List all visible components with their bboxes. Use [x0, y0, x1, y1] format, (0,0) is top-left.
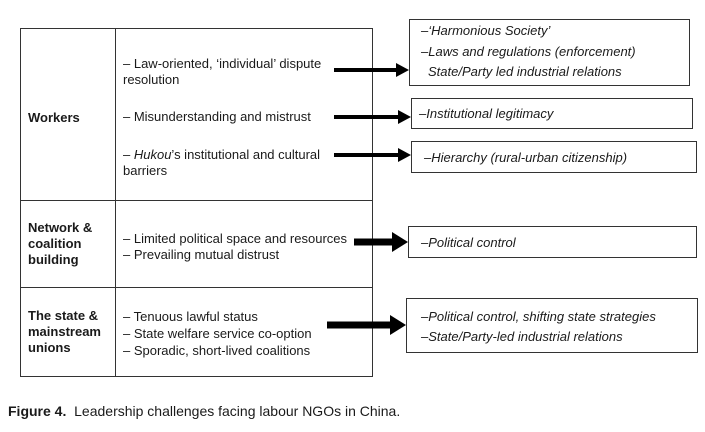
challenge-text: – Tenuous lawful status: [123, 309, 258, 324]
challenge-item: – Sporadic, short-lived coalitions: [123, 343, 310, 359]
arrow-4: [354, 232, 408, 252]
outcome-text: –State/Party-led industrial relations: [421, 329, 623, 344]
category-workers: Workers: [28, 110, 80, 126]
challenge-item: – Tenuous lawful status: [123, 309, 258, 325]
outcome-box-1: –‘Harmonious Society’ –Laws and regulati…: [409, 19, 690, 86]
category-label: building: [28, 252, 79, 267]
challenge-text-line: – Hukou’s institutional and cultural: [123, 147, 320, 163]
table-column-divider: [115, 28, 116, 377]
outcome-box-4: –Political control: [408, 226, 697, 258]
outcome-box-3: –Hierarchy (rural-urban citizenship): [411, 141, 697, 173]
challenge-text: – Sporadic, short-lived coalitions: [123, 343, 311, 358]
category-label: coalition: [28, 236, 82, 251]
challenge-item: – Prevailing mutual distrust: [123, 247, 279, 263]
challenge-text: – State welfare service co-option: [123, 326, 312, 341]
outcome-text: –Political control, shifting state strat…: [421, 309, 656, 324]
category-label: The state &: [28, 308, 99, 323]
category-network-coalition: Network & coalition building: [28, 220, 92, 268]
table-row-divider-2: [20, 287, 373, 288]
outcome-box-2: –Institutional legitimacy: [411, 98, 693, 129]
challenges-table: [20, 28, 373, 377]
outcome-text: –‘Harmonious Society’: [421, 23, 551, 38]
category-label: Workers: [28, 110, 80, 125]
outcome-text: –Political control: [421, 235, 516, 250]
challenge-text: – Prevailing mutual distrust: [123, 247, 280, 262]
challenge-text: – Limited political space and resources: [123, 231, 348, 246]
challenge-text: – Misunderstanding and mistrust: [123, 109, 311, 124]
challenge-text: barriers: [123, 163, 168, 178]
arrow-5: [327, 315, 406, 335]
challenge-item: – Hukou’s institutional and cultural bar…: [123, 147, 320, 179]
table-row-divider-1: [20, 200, 373, 201]
hukou-term: Hukou: [133, 147, 172, 162]
arrow-3: [334, 148, 411, 162]
category-label: Network &: [28, 220, 93, 235]
challenge-text: – Law-oriented, ‘individual’ dispute: [123, 56, 322, 71]
challenge-text: resolution: [123, 72, 180, 87]
outcome-box-5: –Political control, shifting state strat…: [406, 298, 698, 353]
challenge-item: – Misunderstanding and mistrust: [123, 109, 311, 125]
outcome-text: –Institutional legitimacy: [419, 106, 554, 121]
category-state-unions: The state & mainstream unions: [28, 308, 101, 356]
challenge-prefix: –: [123, 147, 134, 162]
challenge-text: ’s institutional and cultural: [171, 147, 321, 162]
figure-label: Figure 4.: [8, 403, 67, 419]
outcome-text: State/Party led industrial relations: [428, 64, 622, 79]
arrow-2: [334, 110, 411, 124]
arrow-1: [334, 63, 409, 77]
figure-caption-text: Leadership challenges facing labour NGOs…: [74, 403, 401, 419]
table-border-top: [20, 28, 373, 29]
table-border-bottom: [20, 376, 373, 377]
table-border-left: [20, 28, 21, 377]
challenge-item: – Limited political space and resources: [123, 231, 347, 247]
outcome-text: –Hierarchy (rural-urban citizenship): [424, 150, 628, 165]
category-label: mainstream: [28, 324, 101, 339]
category-label: unions: [28, 340, 71, 355]
figure-caption: Figure 4. Leadership challenges facing l…: [8, 402, 400, 420]
table-border-right: [372, 28, 373, 377]
challenge-item: – State welfare service co-option: [123, 326, 312, 342]
outcome-text: –Laws and regulations (enforcement): [421, 44, 636, 59]
challenge-item: – Law-oriented, ‘individual’ dispute res…: [123, 56, 321, 88]
